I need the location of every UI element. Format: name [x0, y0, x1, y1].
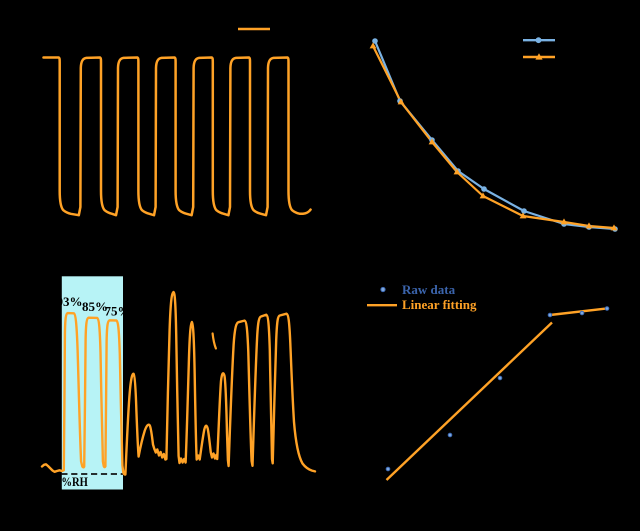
svg-text:85%: 85% [82, 299, 108, 314]
svg-text:Raw data: Raw data [402, 282, 456, 297]
svg-text:75%: 75% [105, 303, 131, 318]
svg-text:%RH: %RH [61, 474, 88, 489]
svg-text:93%: 93% [57, 294, 83, 309]
svg-text:Linear fitting: Linear fitting [402, 297, 477, 312]
